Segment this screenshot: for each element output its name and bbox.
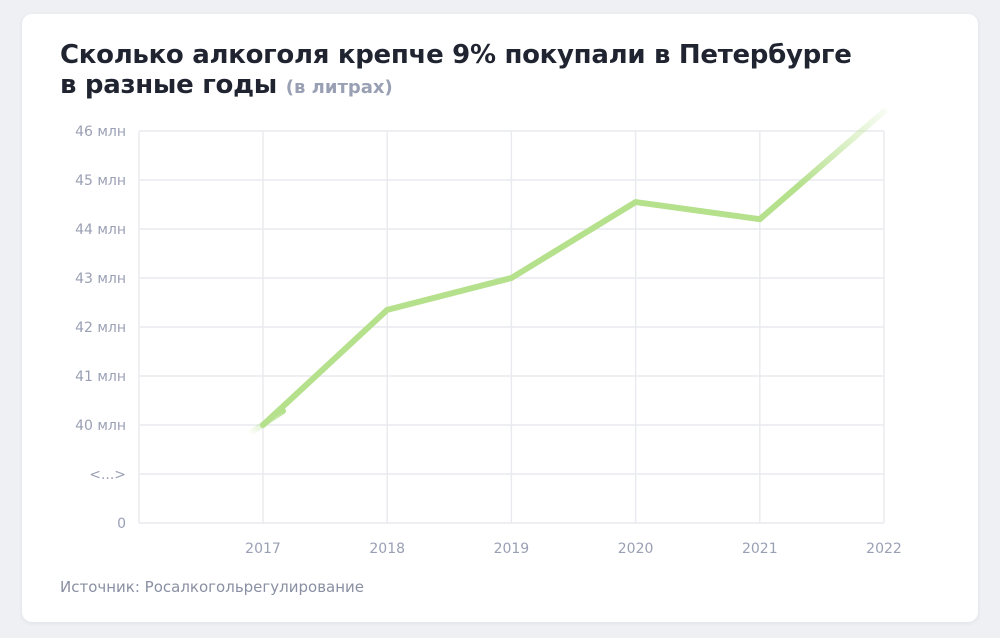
title-line-2: в разные годы: [60, 70, 277, 100]
grid-lines: [138, 130, 885, 524]
y-tick-label: 46 млн: [75, 124, 126, 140]
y-tick-label: <...>: [89, 467, 126, 483]
source-note: Источник: Росалкогольрегулирование: [60, 578, 365, 596]
series-line: [260, 183, 801, 428]
x-axis-labels: 2017 2018 2019 2020 2021 2022: [245, 541, 902, 557]
y-axis-labels: 0 <...> 40 млн 41 млн 42 млн 43 млн 44 млн 45 м…: [75, 124, 126, 532]
data-series: [246, 108, 887, 437]
y-tick-label: 45 млн: [75, 173, 126, 189]
chart-title: Сколько алкоголя крепче 9% покупали в Пе…: [60, 40, 940, 103]
x-tick-label: 2017: [245, 541, 281, 557]
x-tick-label: 2019: [494, 541, 530, 557]
x-tick-label: 2018: [369, 541, 405, 557]
x-tick-label: 2021: [742, 541, 778, 557]
series-line-end: [794, 108, 887, 190]
chart-card: [22, 14, 978, 622]
y-tick-label: 42 млн: [75, 320, 126, 336]
x-tick-label: 2022: [866, 541, 902, 557]
y-tick-label: 0: [117, 516, 126, 532]
x-tick-label: 2020: [618, 541, 654, 557]
title-line-1: Сколько алкоголя крепче 9% покупали в Пе…: [60, 40, 852, 70]
title-unit: (в литрах): [285, 77, 393, 98]
y-tick-label: 40 млн: [75, 418, 126, 434]
y-tick-label: 41 млн: [75, 369, 126, 385]
y-tick-label: 44 млн: [75, 222, 126, 238]
y-tick-label: 43 млн: [75, 271, 126, 287]
